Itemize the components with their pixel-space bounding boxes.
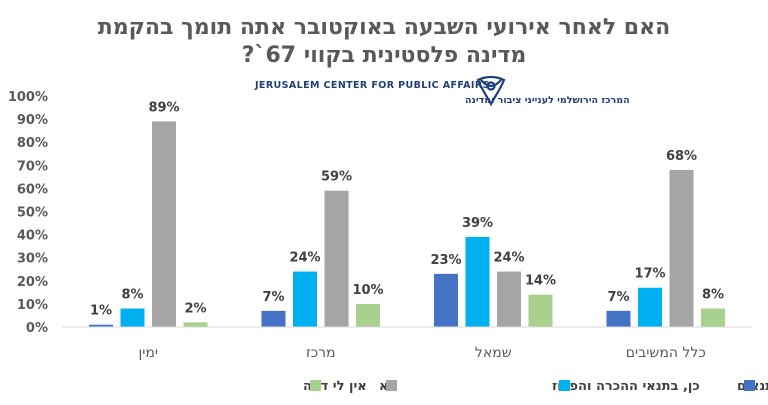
legend: כן, ללא תנאיםכן, בתנאי ההכרה והפרוזלאאין… bbox=[303, 379, 768, 394]
bar bbox=[669, 169, 694, 327]
y-tick-label: 50% bbox=[17, 206, 48, 221]
bar bbox=[293, 271, 317, 327]
chart-title-line: מדינה פלסטינית בקווי 67`? bbox=[242, 43, 527, 68]
bar bbox=[638, 287, 662, 327]
category-label: ימין bbox=[138, 345, 158, 361]
y-tick-label: 0% bbox=[26, 321, 48, 336]
data-label: 59% bbox=[321, 170, 352, 185]
legend-swatch bbox=[310, 380, 321, 391]
data-label: 39% bbox=[462, 216, 493, 231]
bar bbox=[701, 308, 725, 327]
legend-swatch bbox=[386, 380, 397, 391]
y-tick-label: 60% bbox=[17, 182, 48, 197]
data-label: 10% bbox=[352, 283, 383, 298]
jerusalem-center-logo: JERUSALEM CENTER FOR PUBLIC AFFAIRS המרכ… bbox=[254, 75, 630, 107]
data-label: 24% bbox=[493, 251, 524, 266]
logo-emblem-icon bbox=[476, 75, 506, 107]
y-tick-label: 40% bbox=[17, 229, 48, 244]
bar bbox=[465, 236, 490, 327]
bar bbox=[120, 308, 145, 327]
data-label: 14% bbox=[525, 274, 556, 289]
bar bbox=[528, 294, 553, 327]
y-tick-label: 70% bbox=[17, 159, 48, 174]
data-label: 23% bbox=[430, 253, 461, 268]
bar bbox=[606, 310, 631, 327]
data-label: 2% bbox=[184, 301, 206, 316]
bar bbox=[324, 190, 349, 327]
y-tick-label: 90% bbox=[17, 113, 48, 128]
data-label: 17% bbox=[634, 267, 665, 282]
bar bbox=[89, 324, 113, 327]
y-tick-label: 20% bbox=[17, 275, 48, 290]
y-axis: 0% 10% 20% 30% 40% 50% 60% 70% 80% 90% 100% bbox=[8, 90, 48, 336]
bar bbox=[434, 273, 458, 327]
plot-area: 1%8%89%2%7%24%59%10%23%39%24%14%7%17%68%… bbox=[89, 100, 725, 327]
chart-title: האם לאחר אירועי השבעה באוקטובר אתה תומך … bbox=[98, 15, 671, 68]
logo-text-en: JERUSALEM CENTER FOR PUBLIC AFFAIRS bbox=[254, 80, 490, 91]
bar bbox=[183, 322, 208, 327]
bar bbox=[356, 303, 380, 327]
x-axis: ימין מרכז שמאל כלל המשיבים bbox=[62, 326, 752, 361]
data-label: 89% bbox=[148, 100, 179, 115]
legend-label: כן, בתנאי ההכרה והפרוז bbox=[552, 379, 700, 394]
bar bbox=[497, 271, 521, 327]
bar bbox=[261, 310, 286, 327]
data-label: 8% bbox=[702, 288, 724, 303]
logo-text-he: המרכז הירושלמי לענייני ציבור ומדינה bbox=[465, 95, 630, 106]
data-label: 24% bbox=[289, 251, 320, 266]
data-label: 7% bbox=[262, 290, 284, 305]
category-label: כלל המשיבים bbox=[626, 345, 706, 361]
chart-title-line: האם לאחר אירועי השבעה באוקטובר אתה תומך … bbox=[98, 15, 671, 40]
category-label: שמאל bbox=[475, 345, 512, 361]
data-label: 68% bbox=[666, 149, 697, 164]
legend-swatch bbox=[559, 380, 570, 391]
y-tick-label: 80% bbox=[17, 136, 48, 151]
y-tick-label: 30% bbox=[17, 252, 48, 267]
legend-swatch bbox=[744, 380, 755, 391]
category-label: מרכז bbox=[306, 345, 336, 361]
y-tick-label: 10% bbox=[17, 298, 48, 313]
data-label: 1% bbox=[90, 304, 112, 319]
y-tick-label: 100% bbox=[8, 90, 48, 105]
bar bbox=[152, 121, 176, 327]
data-label: 7% bbox=[607, 290, 629, 305]
data-label: 8% bbox=[121, 288, 143, 303]
